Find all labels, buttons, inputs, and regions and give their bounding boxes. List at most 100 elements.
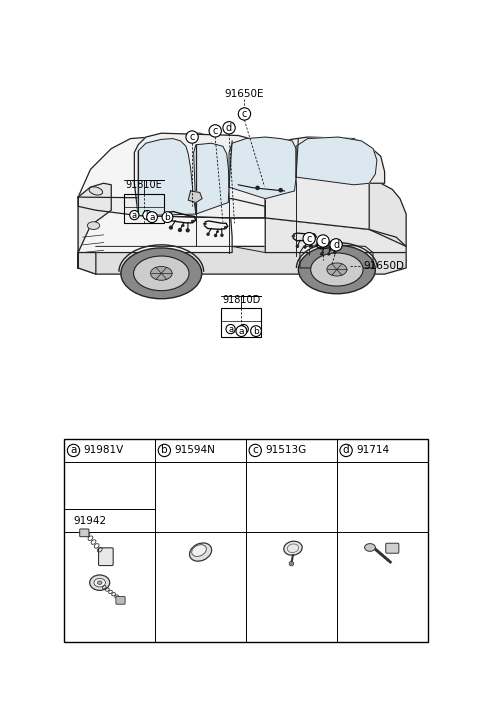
Circle shape [289,561,294,566]
Circle shape [178,228,182,232]
Ellipse shape [316,244,318,246]
Polygon shape [296,137,377,185]
Polygon shape [369,183,406,247]
Text: c: c [320,236,326,246]
Text: d: d [343,445,349,455]
Ellipse shape [97,581,102,584]
Text: b: b [145,210,150,220]
Text: b: b [165,212,170,222]
Circle shape [162,212,173,223]
Circle shape [214,233,217,237]
Polygon shape [78,247,406,274]
Polygon shape [78,197,265,218]
Ellipse shape [151,266,172,281]
Circle shape [320,252,323,256]
Circle shape [255,186,260,190]
Bar [124,194,164,223]
Text: a: a [132,210,137,220]
Circle shape [226,324,235,334]
FancyBboxPatch shape [116,597,125,604]
Circle shape [220,233,224,237]
Text: d: d [333,240,339,250]
Text: a: a [228,325,233,334]
Ellipse shape [311,253,363,286]
Circle shape [303,245,307,249]
Ellipse shape [121,248,202,299]
Circle shape [333,251,336,254]
Polygon shape [78,133,232,268]
Circle shape [239,324,248,334]
Text: d: d [226,123,232,133]
Circle shape [317,235,329,247]
Text: 91981V: 91981V [84,445,124,455]
Circle shape [186,131,198,144]
Circle shape [209,125,221,137]
Ellipse shape [167,213,170,216]
Circle shape [238,108,251,120]
Circle shape [236,326,247,336]
Ellipse shape [292,236,295,237]
Polygon shape [78,183,111,268]
Ellipse shape [94,579,106,587]
Circle shape [310,244,313,248]
Ellipse shape [181,225,184,226]
FancyBboxPatch shape [80,529,89,536]
Bar [221,308,261,337]
FancyBboxPatch shape [386,543,399,553]
Circle shape [67,444,80,457]
Text: 91810D: 91810D [222,295,261,305]
Text: b: b [253,326,259,336]
Text: 91513G: 91513G [265,445,307,455]
Polygon shape [138,138,196,215]
Ellipse shape [284,542,302,555]
Text: 91942: 91942 [73,516,107,526]
Circle shape [303,233,315,245]
Polygon shape [265,218,406,252]
Text: 91594N: 91594N [174,445,215,455]
Text: a: a [239,326,244,336]
Text: a: a [71,445,77,455]
Circle shape [169,225,173,230]
Ellipse shape [192,220,194,223]
Text: b: b [241,325,246,334]
Circle shape [296,244,299,248]
Circle shape [158,444,170,457]
FancyBboxPatch shape [98,548,113,566]
Ellipse shape [90,575,110,590]
Text: 91650E: 91650E [225,89,264,99]
Polygon shape [265,137,384,229]
Text: c: c [190,132,195,142]
Ellipse shape [306,242,308,244]
Circle shape [340,444,352,457]
Ellipse shape [224,226,227,228]
Text: 91650D: 91650D [363,262,404,271]
Text: b: b [161,445,168,455]
Circle shape [186,228,190,233]
Polygon shape [134,133,265,218]
Ellipse shape [336,244,338,246]
Ellipse shape [133,256,189,291]
Ellipse shape [299,245,375,294]
Ellipse shape [192,544,206,556]
Ellipse shape [329,249,331,251]
Circle shape [147,212,157,223]
Polygon shape [229,137,296,199]
Circle shape [143,210,152,220]
Text: c: c [306,233,312,244]
Text: c: c [213,126,218,136]
Polygon shape [78,252,96,274]
Ellipse shape [190,543,212,561]
Polygon shape [193,144,229,214]
Ellipse shape [89,187,103,195]
Polygon shape [188,191,202,202]
Text: c: c [242,109,247,119]
Ellipse shape [216,231,219,233]
Circle shape [249,444,262,457]
Ellipse shape [313,237,315,239]
Text: 91714: 91714 [356,445,389,455]
Ellipse shape [365,544,375,551]
Circle shape [327,252,330,256]
Circle shape [278,188,283,193]
Circle shape [206,233,210,236]
Text: c: c [252,445,258,455]
